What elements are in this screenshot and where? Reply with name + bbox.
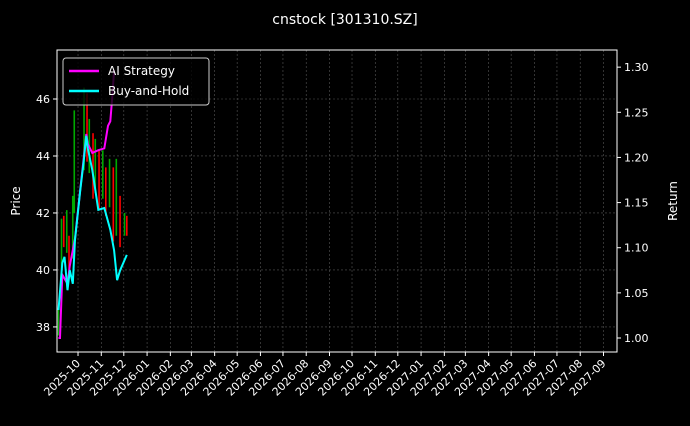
y-axis-left-label: Price <box>9 186 23 215</box>
legend: AI Strategy Buy-and-Hold <box>62 57 210 106</box>
y-axis-right-label: Return <box>666 181 680 221</box>
y-axis-right: 1.00 1.05 1.10 1.15 1.20 1.25 1.30 <box>617 61 649 345</box>
x-axis: 2025-102025-112025-122026-012026-022026-… <box>41 352 609 399</box>
plot-frame <box>56 49 618 353</box>
y-right-tick-label: 1.20 <box>624 151 649 164</box>
return-lines <box>57 69 128 339</box>
y-left-tick-label: 46 <box>36 93 50 106</box>
y-right-tick-label: 1.00 <box>624 332 649 345</box>
chart-title: cnstock [301310.SZ] <box>272 12 417 28</box>
y-axis-left: 38 40 42 44 46 <box>36 93 57 334</box>
y-left-tick-label: 38 <box>36 321 50 334</box>
series-line-buy-and-hold <box>57 135 128 311</box>
y-right-tick-label: 1.15 <box>624 197 649 210</box>
y-right-tick-label: 1.05 <box>624 287 649 300</box>
legend-box <box>62 57 210 106</box>
y-left-tick-label: 42 <box>36 207 50 220</box>
y-right-tick-label: 1.10 <box>624 242 649 255</box>
y-right-tick-label: 1.25 <box>624 106 649 119</box>
legend-label-buy-and-hold: Buy-and-Hold <box>108 84 189 98</box>
legend-label-ai-strategy: AI Strategy <box>108 64 175 78</box>
y-right-tick-label: 1.30 <box>624 61 649 74</box>
y-left-tick-label: 44 <box>36 150 50 163</box>
y-left-tick-label: 40 <box>36 264 50 277</box>
